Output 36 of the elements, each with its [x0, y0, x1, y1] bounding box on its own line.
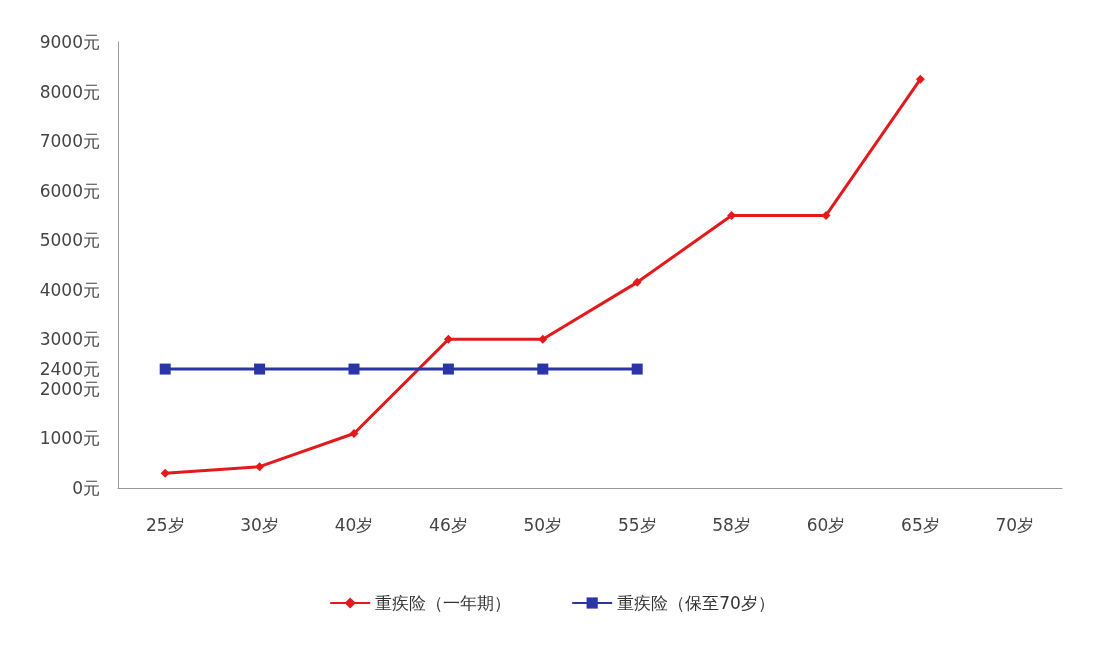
point [632, 277, 642, 287]
y-tick-label: 7000元 [39, 131, 100, 152]
y-tick-label: 5000元 [39, 230, 100, 251]
y-tick-label: 2400元 [39, 359, 100, 380]
y-tick-label: 1000元 [39, 428, 100, 449]
x-tick-label: 58岁 [712, 514, 751, 535]
x-tick-label: 60岁 [806, 514, 846, 535]
x-tick-label: 46岁 [429, 514, 468, 535]
point [159, 363, 171, 375]
legend-label: 重疾险（保至70岁） [617, 593, 775, 613]
y-tick-label: 0元 [72, 478, 100, 498]
point [254, 363, 266, 375]
y-tick-label: 4000元 [39, 279, 100, 300]
point [255, 462, 265, 472]
point [631, 363, 643, 375]
point [537, 363, 549, 375]
y-tick-label: 9000元 [39, 32, 100, 52]
y-tick-label: 8000元 [39, 81, 100, 102]
x-tick-label: 50岁 [523, 514, 563, 535]
x-tick-label: 30岁 [240, 514, 279, 535]
point [443, 334, 453, 344]
point [538, 334, 548, 344]
point [915, 74, 925, 84]
y-tick-label: 3000元 [39, 329, 100, 350]
x-tick-label: 65岁 [901, 514, 940, 535]
y-tick-label: 6000元 [39, 180, 100, 201]
legend-label: 重疾险（一年期） [375, 593, 512, 613]
x-tick-label: 40岁 [334, 514, 374, 535]
x-tick-label: 55岁 [617, 514, 657, 535]
x-tick-label: 25岁 [145, 514, 185, 535]
point [160, 468, 170, 478]
point [348, 363, 360, 375]
point [442, 363, 454, 375]
x-tick-label: 70岁 [995, 514, 1035, 535]
point [349, 428, 359, 438]
y-tick-label: 2000元 [39, 378, 100, 399]
